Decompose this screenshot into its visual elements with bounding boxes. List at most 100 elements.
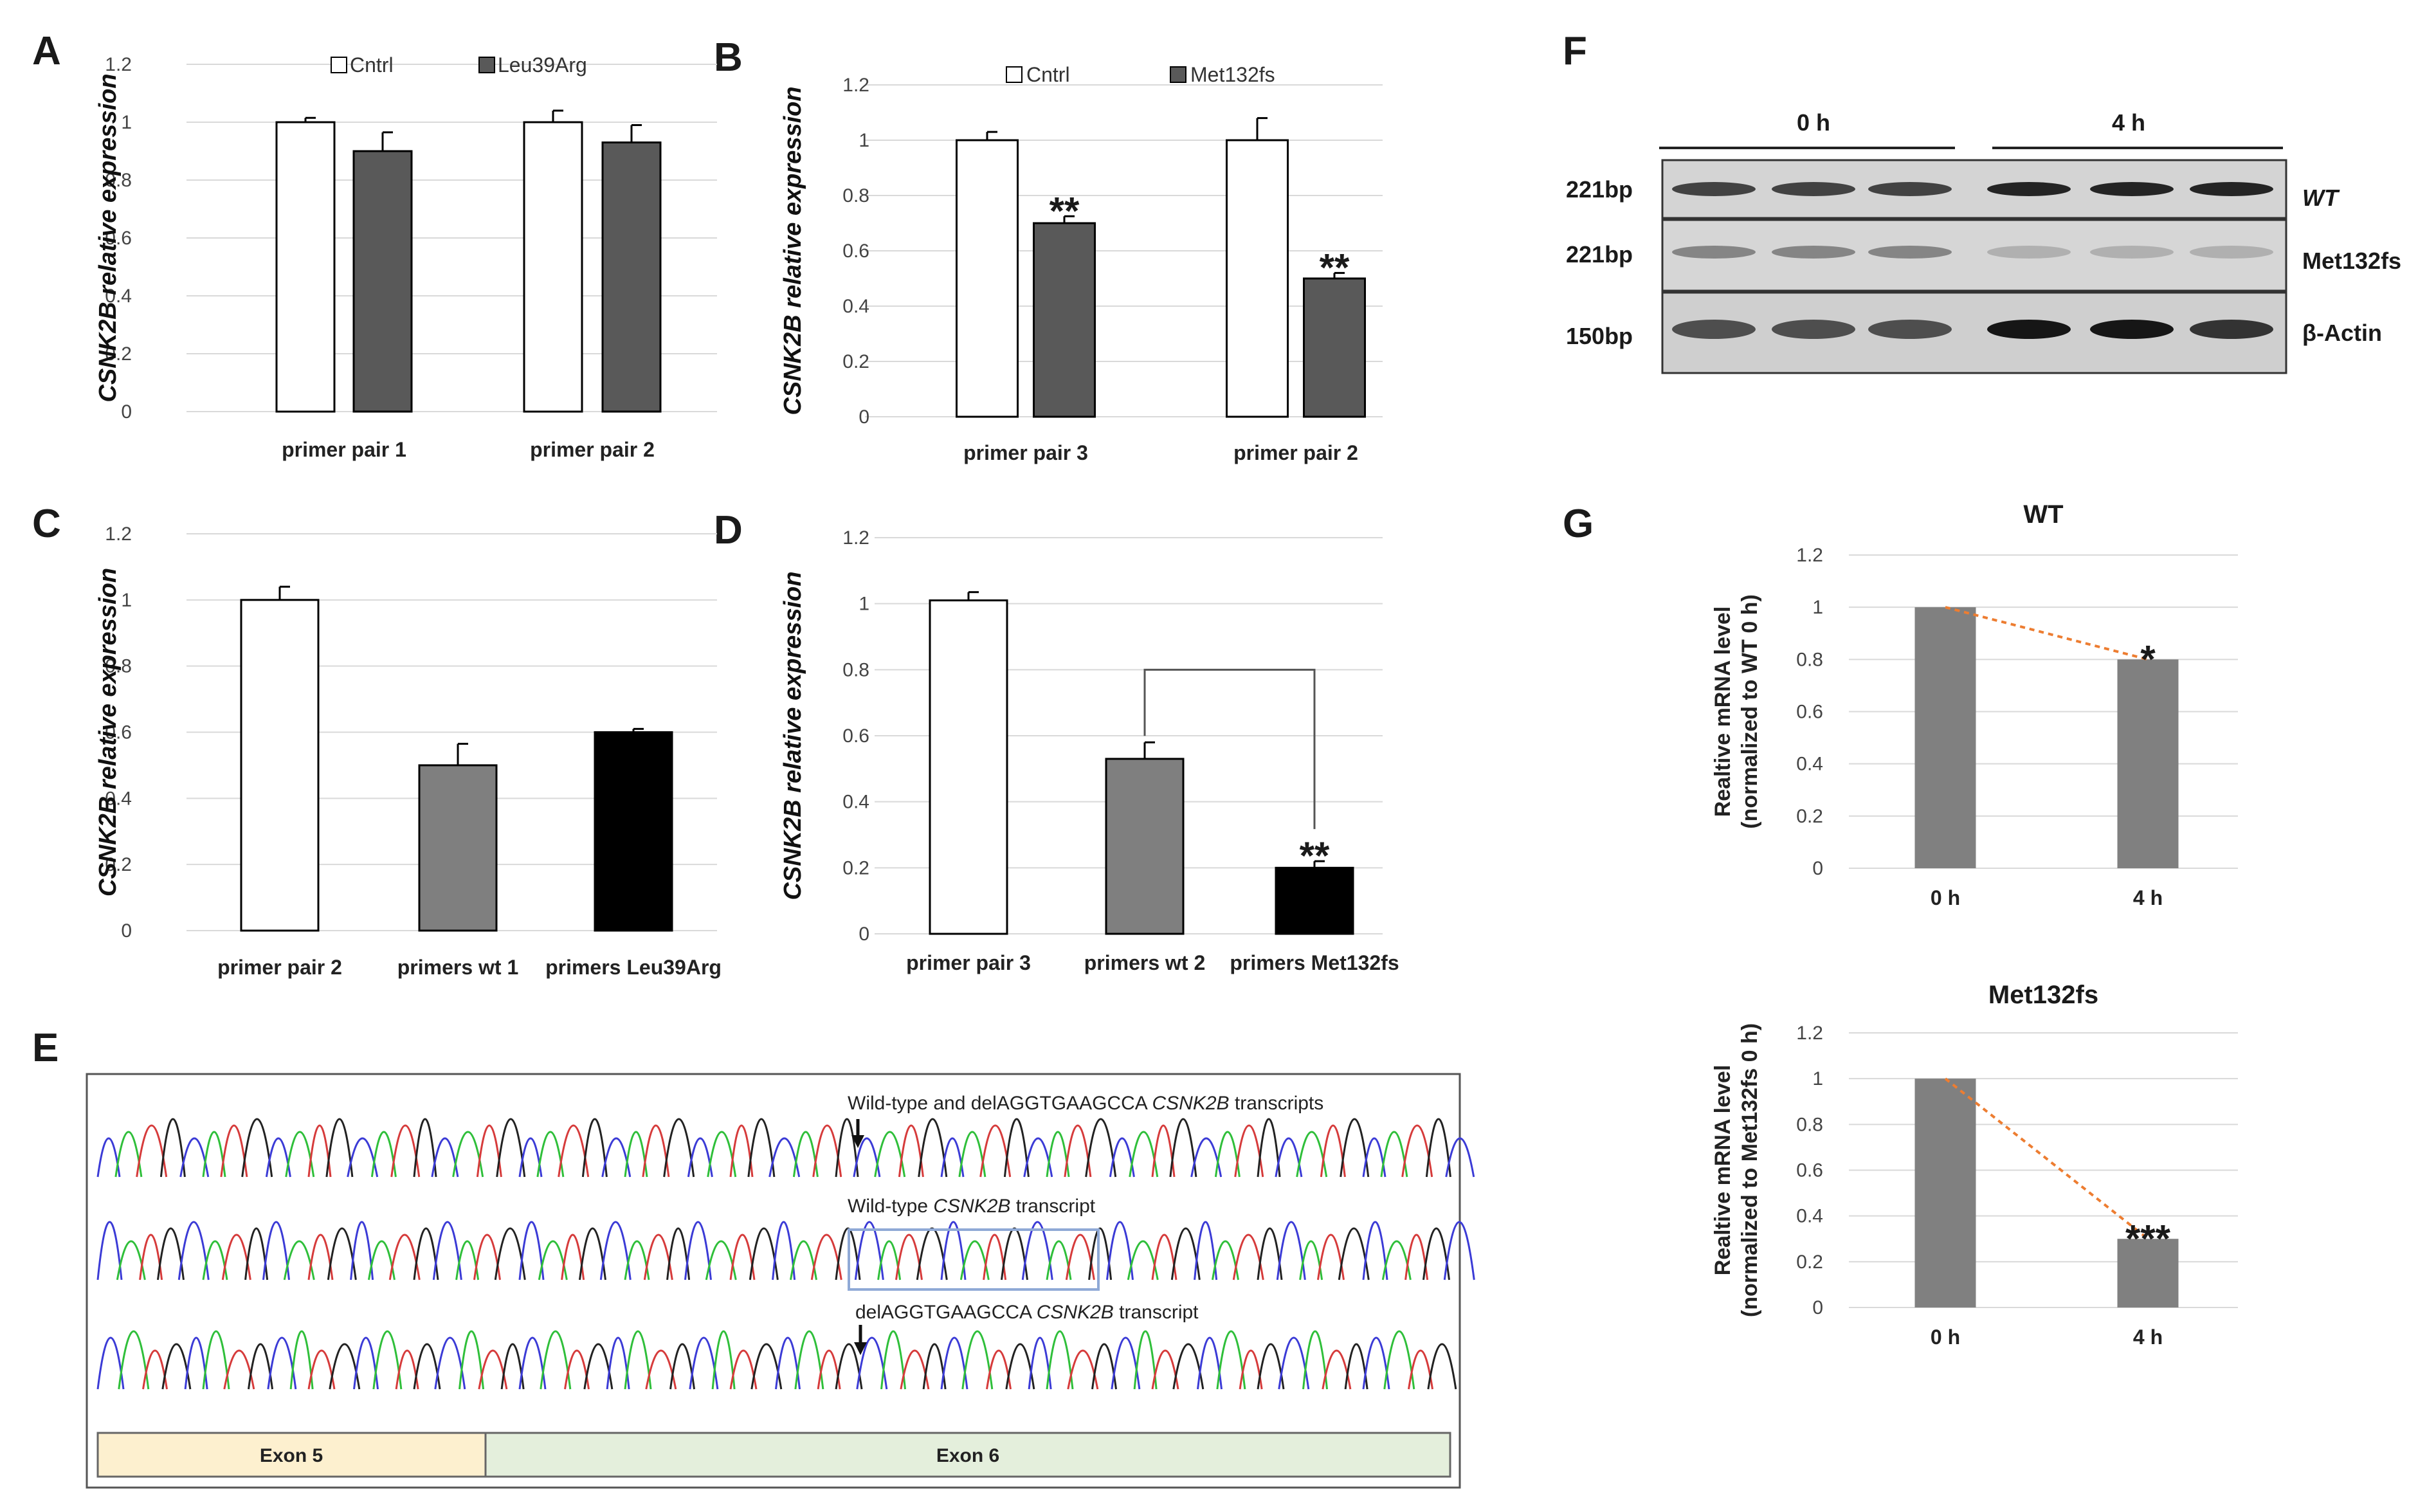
chromatogram-peak	[1275, 1137, 1303, 1178]
chromatogram-traces	[96, 1118, 1475, 1390]
legend-swatch	[1170, 66, 1186, 83]
chromatogram-peak	[1257, 1343, 1285, 1390]
chromatogram-peak	[817, 1349, 841, 1390]
chromatogram-peak	[1021, 1221, 1053, 1280]
legend-swatch	[478, 57, 495, 73]
chromatogram-peak	[1404, 1234, 1429, 1280]
y-axis-label: CSNK2B relative expression	[95, 73, 122, 402]
gel-strip-met132fs	[1661, 219, 2287, 292]
chromatogram-peak	[1302, 1330, 1329, 1390]
chromatogram-peak	[1257, 1227, 1283, 1280]
gel-time-4h: 4 h	[2112, 109, 2145, 136]
panel-label-f: F	[1563, 29, 1587, 73]
chromatogram-peak	[220, 1124, 248, 1178]
chromatogram-peak	[1445, 1137, 1475, 1178]
gel-band	[1987, 320, 2071, 339]
gel-band	[1672, 182, 1756, 196]
chromatogram-peak	[599, 1221, 632, 1280]
chromatogram-peak	[1401, 1124, 1433, 1178]
y-tick-label: 0.4	[105, 788, 132, 809]
bar	[929, 599, 1008, 935]
chromatogram-peak	[1151, 1234, 1177, 1280]
y-tick-label: 0.6	[842, 241, 869, 262]
chromatogram-peak	[642, 1124, 670, 1178]
chromatogram-peak	[136, 1124, 168, 1178]
chromatogram-peak	[307, 1349, 336, 1390]
gel-time-0h: 0 h	[1797, 109, 1830, 136]
gel-size-wt: 221bp	[1566, 176, 1633, 203]
chromatogram-peak	[1046, 1131, 1070, 1178]
bar	[1914, 1079, 1976, 1307]
chromatogram-peak	[729, 1349, 758, 1390]
legend-label: Met132fs	[1190, 63, 1275, 86]
chromatogram-peak	[564, 1349, 590, 1390]
gel-band	[1868, 320, 1952, 339]
trend-line	[1945, 606, 2149, 661]
chromatogram-peak	[1344, 1343, 1368, 1390]
chromatogram-peak	[476, 1124, 502, 1178]
arrow-3-icon	[854, 1325, 867, 1355]
chromatogram-peak	[895, 1234, 923, 1280]
chromatogram-peak	[1239, 1349, 1263, 1390]
chromatogram-peak	[1133, 1330, 1158, 1390]
y-tick-label: 0.2	[842, 351, 869, 372]
y-tick-label: 1.2	[105, 54, 132, 75]
chromatogram-peak	[202, 1131, 226, 1178]
bar	[352, 150, 413, 413]
chromatogram-peak	[877, 1240, 902, 1280]
y-tick-label: 1	[1812, 597, 1823, 618]
chromatogram-peak	[729, 1124, 754, 1178]
chromatogram-peak	[518, 1221, 545, 1280]
bar	[1105, 758, 1185, 935]
chromatogram-peak	[558, 1124, 590, 1178]
chromatogram-peak	[856, 1336, 888, 1390]
exon-5-bar	[96, 1432, 487, 1478]
chromatogram-peak	[370, 1131, 397, 1178]
chromatogram-peak	[1425, 1118, 1451, 1178]
chromatogram-peak	[241, 1118, 273, 1178]
chromatogram-peak	[353, 1336, 379, 1390]
chromatogram-peak	[1320, 1124, 1346, 1178]
gel-band	[1672, 320, 1756, 339]
chromatogram-peak	[922, 1343, 947, 1390]
chromatogram-peak	[792, 1131, 819, 1178]
gel-band	[1987, 182, 2071, 196]
bar	[2117, 659, 2179, 868]
gel-panel: 0 h 4 h 221bp 221bp 150bp WT Met132fs β-…	[1566, 109, 2401, 374]
chromatogram-peak	[1046, 1240, 1072, 1280]
chromatogram-peak	[1151, 1124, 1176, 1178]
y-tick-label: 0.8	[105, 170, 132, 191]
y-tick-label: 0	[859, 406, 869, 428]
bar	[1033, 222, 1096, 418]
y-tick-label: 0.4	[1796, 754, 1823, 775]
chromatogram-peak	[395, 1349, 419, 1390]
gel-band	[1772, 182, 1855, 196]
gel-band	[1987, 246, 2071, 259]
chromatogram-peak	[262, 1221, 290, 1280]
y-tick-label: 0.8	[1796, 649, 1823, 670]
sequencing-frame	[86, 1073, 1461, 1489]
bar	[523, 121, 583, 413]
chromatogram-peak	[1362, 1221, 1388, 1280]
chromatogram-peak	[1214, 1131, 1241, 1178]
gel-bands	[1672, 182, 2273, 339]
trend-line	[1944, 1077, 2149, 1240]
y-tick-label: 0.4	[1796, 1206, 1823, 1227]
chromatogram-peak	[350, 1221, 374, 1280]
bar	[594, 731, 673, 932]
significance-bracket	[1143, 668, 1316, 830]
deleted-region-box	[848, 1228, 1100, 1291]
chromatogram-peak	[1340, 1118, 1370, 1178]
y-tick-label: 0.2	[1796, 806, 1823, 827]
y-tick-label: 0	[859, 924, 869, 945]
y-tick-label: 1.2	[842, 527, 869, 549]
chromatogram-peak	[1316, 1234, 1345, 1280]
chromatogram-peak	[244, 1227, 269, 1280]
bar	[418, 764, 498, 932]
gel-size-actin: 150bp	[1566, 323, 1633, 349]
chromatogram-peak	[624, 1330, 652, 1390]
trace-3-label: delAGGTGAAGCCA CSNK2B transcript	[855, 1302, 1199, 1323]
chromatogram-peak	[265, 1137, 291, 1178]
chromatogram-peak	[983, 1234, 1007, 1280]
